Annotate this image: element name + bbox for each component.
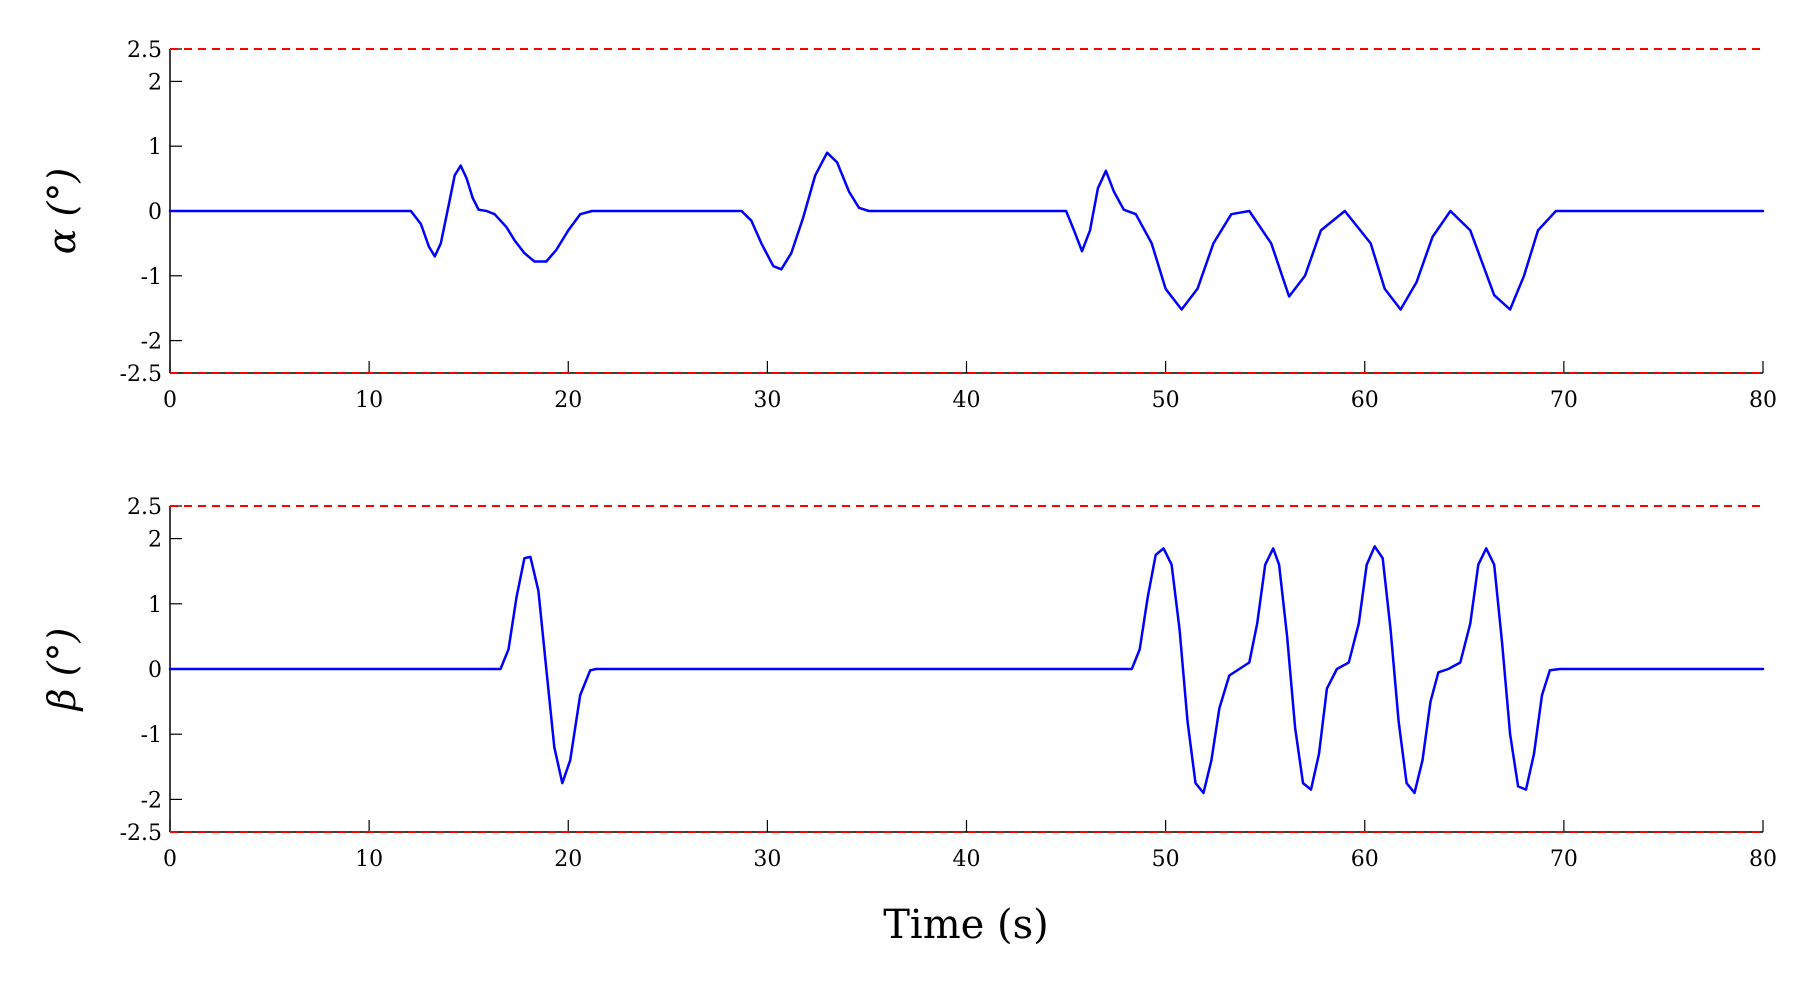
x-tick-label: 80 — [1749, 847, 1777, 872]
x-tick-label: 80 — [1749, 388, 1777, 413]
x-tick-label: 30 — [753, 388, 781, 413]
x-axis-label: Time (s) — [883, 902, 1049, 948]
x-tick-label: 30 — [753, 847, 781, 872]
x-tick-label: 10 — [355, 847, 383, 872]
y-tick-label: -2.5 — [120, 362, 162, 387]
series-line — [168, 151, 1765, 311]
y-axis-label: α (°) — [40, 168, 84, 254]
series-line — [168, 545, 1765, 795]
x-tick-label: 50 — [1152, 388, 1180, 413]
y-tick-label: 0 — [148, 658, 162, 683]
x-tick-label: 70 — [1550, 847, 1578, 872]
x-tick-label: 40 — [953, 847, 981, 872]
x-tick-label: 50 — [1152, 847, 1180, 872]
x-tick-label: 60 — [1351, 388, 1379, 413]
y-tick-label: 1 — [148, 135, 162, 160]
x-tick-label: 20 — [554, 388, 582, 413]
x-tick-label: 20 — [554, 847, 582, 872]
x-tick-label: 70 — [1550, 388, 1578, 413]
x-tick-label: 10 — [355, 388, 383, 413]
y-tick-label: 2.5 — [127, 38, 162, 63]
y-tick-label: 2 — [148, 70, 162, 95]
x-tick-label: 0 — [163, 847, 177, 872]
y-tick-label: 2.5 — [127, 495, 162, 520]
y-tick-label: -1 — [141, 723, 162, 748]
y-tick-label: -1 — [141, 265, 162, 290]
y-tick-label: -2 — [141, 330, 162, 355]
y-tick-label: 2 — [148, 528, 162, 553]
x-tick-label: 60 — [1351, 847, 1379, 872]
y-tick-label: -2 — [141, 788, 162, 813]
y-tick-label: -2.5 — [120, 821, 162, 846]
x-tick-label: 0 — [163, 388, 177, 413]
y-tick-label: 1 — [148, 593, 162, 618]
y-axis-label: β (°) — [40, 628, 84, 713]
x-tick-label: 40 — [953, 388, 981, 413]
y-tick-label: 0 — [148, 200, 162, 225]
